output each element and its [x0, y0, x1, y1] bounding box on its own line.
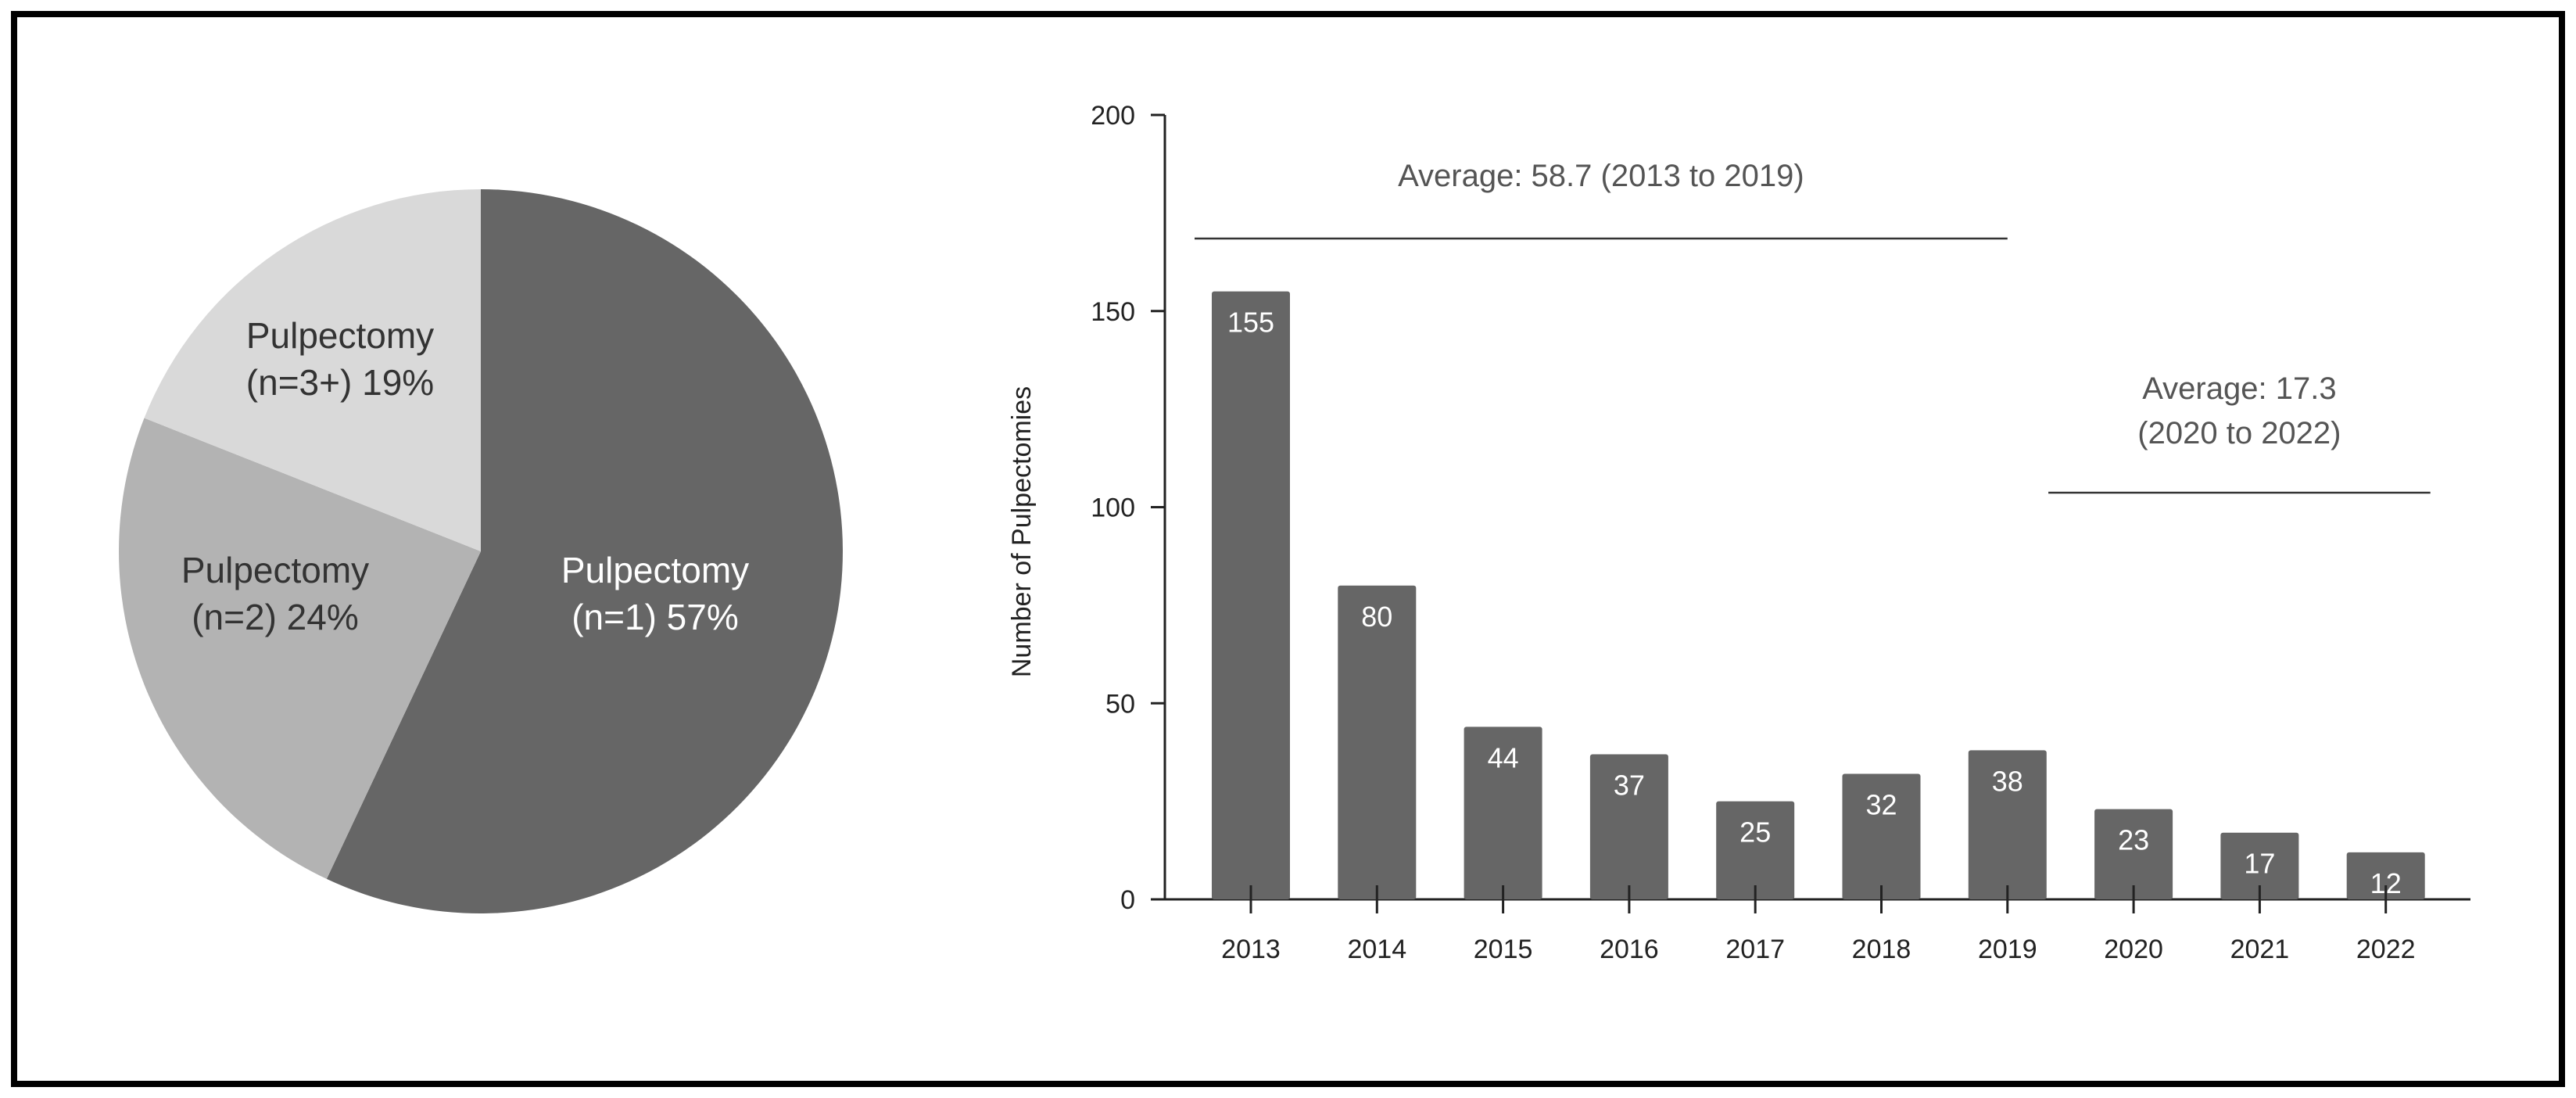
- bar-value-label: 80: [1361, 601, 1392, 633]
- y-tick-label: 0: [1120, 885, 1135, 915]
- y-axis-title: Number of Pulpectomies: [1007, 386, 1037, 677]
- pie-slice: [119, 418, 482, 879]
- pie-chart: Pulpectomy (n=1) 57% Pulpectomy (n=2) 24% Pu…: [119, 189, 843, 913]
- average-label: Average: 17.3: [2142, 371, 2336, 406]
- pie-slice-label: Pulpectomy: [246, 315, 434, 356]
- y-tick-label: 200: [1091, 101, 1135, 131]
- bar: [1464, 727, 1542, 899]
- bar-value-label: 37: [1614, 769, 1645, 801]
- x-tick-label: 2013: [1221, 935, 1281, 964]
- bar: [2220, 832, 2299, 899]
- bar-value-label: 155: [1227, 307, 1274, 339]
- pie-slice-label: Pulpectomy: [181, 550, 369, 590]
- bar-value-label: 25: [1739, 816, 1771, 849]
- bar: [1842, 773, 1921, 899]
- x-tick-label: 2022: [2356, 935, 2416, 964]
- x-tick-label: 2019: [1978, 935, 2037, 964]
- x-tick-label: 2017: [1725, 935, 1785, 964]
- bar: [1338, 585, 1417, 899]
- bar: [1212, 291, 1290, 899]
- x-tick-label: 2020: [2104, 935, 2163, 964]
- bar: [2346, 852, 2425, 899]
- bar: [2094, 809, 2173, 899]
- y-tick-label: 50: [1105, 689, 1135, 719]
- x-tick-label: 2021: [2230, 935, 2290, 964]
- bar-chart: Number of Pulpectomies 0 50 100 150 200 155 20…: [1007, 101, 2470, 964]
- pie-slice-label: (n=2) 24%: [192, 597, 359, 637]
- x-tick-label: 2018: [1852, 935, 1911, 964]
- y-tick-label: 150: [1091, 297, 1135, 327]
- average-label: Average: 58.7 (2013 to 2019): [1398, 159, 1804, 193]
- bar-value-label: 32: [1865, 789, 1897, 821]
- y-tick-label: 100: [1091, 493, 1135, 523]
- pie-slice: [144, 189, 481, 551]
- x-tick-label: 2016: [1600, 935, 1659, 964]
- pie-slice: [326, 189, 843, 913]
- pie-slice-label: Pulpectomy: [561, 550, 749, 590]
- bar: [1968, 750, 2047, 899]
- bar-value-label: 44: [1488, 741, 1519, 773]
- average-label: (2020 to 2022): [2137, 416, 2341, 450]
- pie-slice-label: (n=3+) 19%: [246, 362, 434, 403]
- bar-value-label: 38: [1992, 765, 2023, 797]
- bar-value-label: 17: [2244, 848, 2275, 880]
- bar-value-label: 23: [2118, 824, 2149, 856]
- x-tick-label: 2014: [1347, 935, 1406, 964]
- bar: [1589, 754, 1668, 899]
- bar: [1716, 801, 1795, 899]
- x-tick-label: 2015: [1474, 935, 1533, 964]
- pie-slice-label: (n=1) 57%: [571, 597, 739, 637]
